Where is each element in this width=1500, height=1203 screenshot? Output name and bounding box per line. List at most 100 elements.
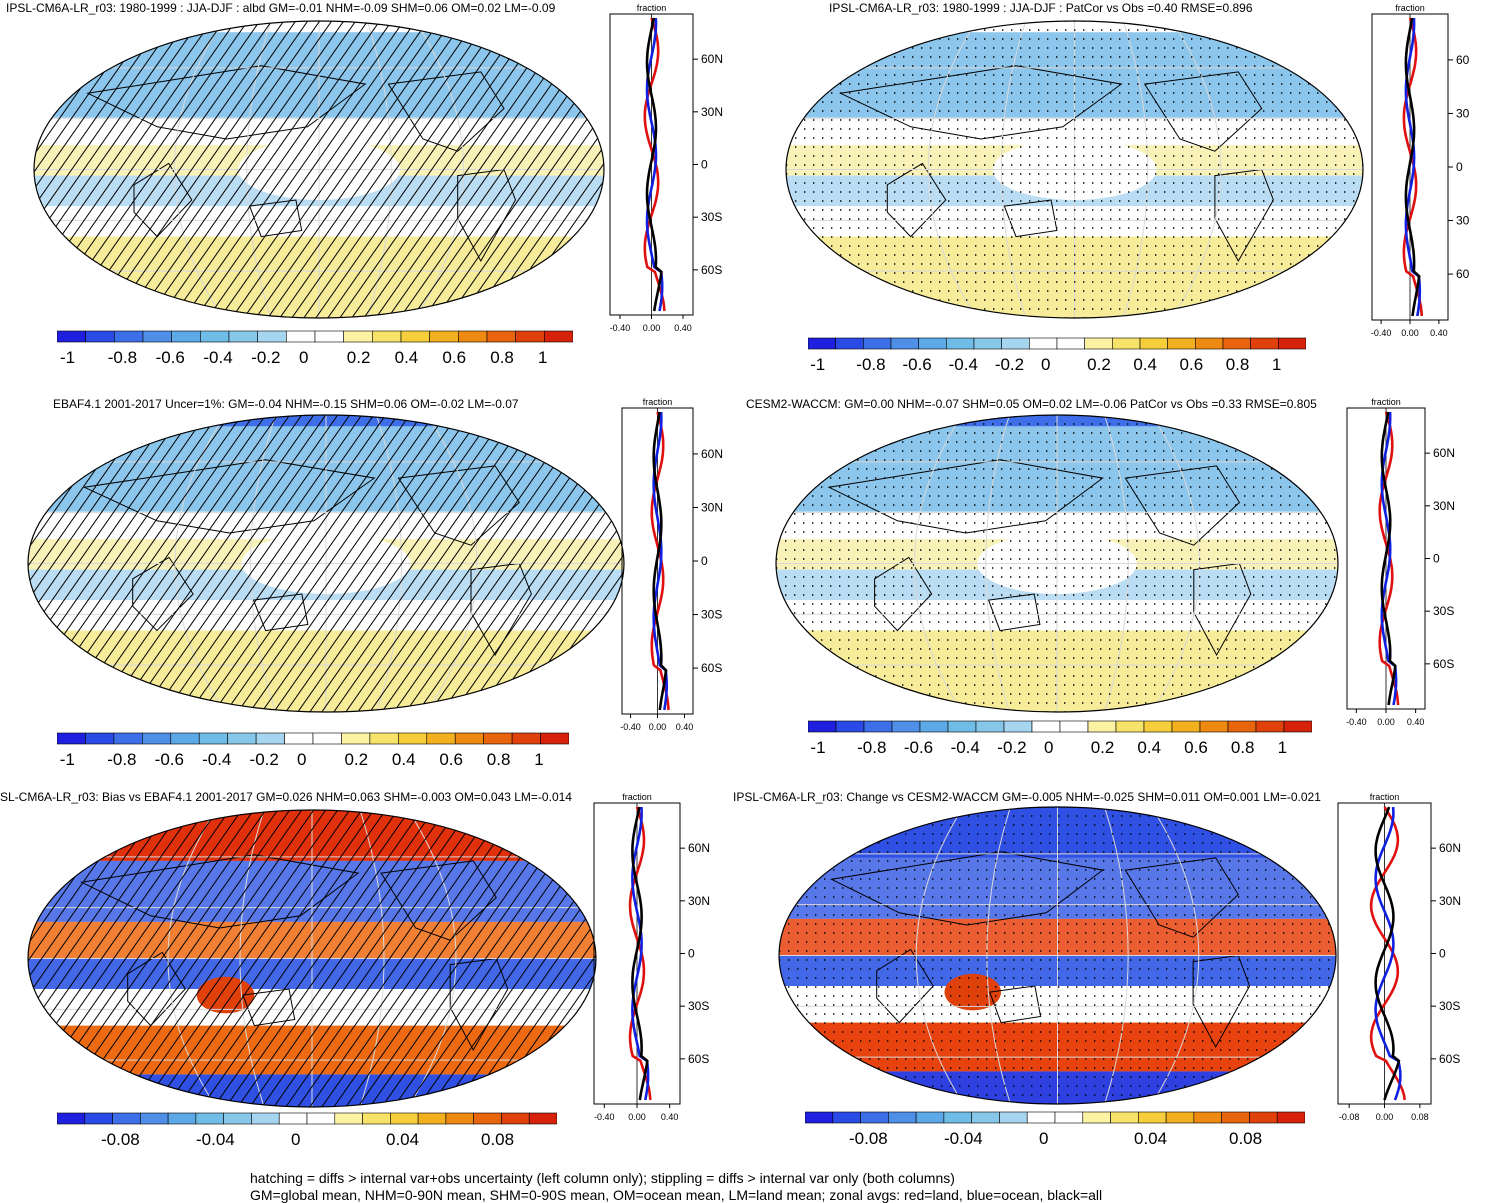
colorbar-swatch: [835, 720, 865, 733]
zonal-mean-plot: fraction 60N 30N 0 30S 60S -0.08 0.00 0.08: [1328, 789, 1483, 1134]
zonal-xtick-label: -0.40: [610, 323, 631, 333]
colorbar-swatch: [57, 732, 86, 745]
colorbar-tick-label: 0: [1041, 355, 1051, 374]
colorbar-tick-label: -0.04: [944, 1129, 983, 1148]
zonal-ytick-label: 30S: [701, 210, 722, 224]
colorbar-swatch: [362, 1112, 391, 1125]
zonal-ytick-label: 30: [1456, 214, 1470, 228]
colorbar-swatch: [863, 720, 893, 733]
colorbar-swatch: [341, 732, 371, 745]
colorbar-swatch: [454, 732, 484, 745]
colorbar-swatch: [1029, 337, 1058, 350]
zonal-ytick-label: 60N: [701, 52, 723, 66]
colorbar-swatch: [257, 330, 287, 343]
colorbar-tick-label: -0.2: [997, 738, 1027, 757]
colorbar-tick-label: -0.6: [902, 355, 932, 374]
panel-title: SL-CM6A-LR_r03: Bias vs EBAF4.1 2001-201…: [0, 790, 572, 804]
colorbar-swatch: [528, 1112, 557, 1125]
colorbar-swatch: [891, 720, 921, 733]
colorbar-swatch: [390, 1112, 419, 1125]
colorbar-swatch: [112, 1112, 141, 1125]
colorbar-swatch: [943, 1111, 972, 1124]
colorbar-tick-label: -1: [810, 738, 826, 757]
colorbar-swatch: [1056, 337, 1085, 350]
zonal-ytick-label: 30N: [1433, 499, 1455, 513]
zonal-ytick-label: 60: [1456, 53, 1470, 67]
colorbar-swatch: [57, 1112, 86, 1125]
colorbar-tick-label: -0.04: [196, 1130, 235, 1149]
colorbar-swatch: [1278, 337, 1306, 350]
footnote-line-1: hatching = diffs > internal var+obs unce…: [250, 1170, 955, 1186]
colorbar-swatch: [919, 720, 949, 733]
zonal-xtick-label: 0.00: [1376, 1112, 1394, 1122]
colorbar-swatch: [198, 732, 228, 745]
zonal-xtick-label: -0.40: [1346, 717, 1367, 727]
colorbar-swatch: [140, 1112, 169, 1125]
colorbar-tick-label: 0.4: [394, 348, 419, 367]
colorbar: -0.08 -0.04 0 0.04 0.08: [805, 1111, 1305, 1151]
colorbar-swatch: [458, 330, 488, 343]
colorbar-swatch: [278, 1112, 308, 1125]
zonal-ytick-label: 30S: [1439, 999, 1460, 1013]
colorbar-swatch: [417, 1112, 447, 1125]
colorbar-swatch: [1276, 1111, 1305, 1124]
zonal-curve-ocean: [1380, 411, 1398, 706]
zonal-ytick-label: 30S: [688, 999, 709, 1013]
zonal-mean-plot: fraction 60N 30N 0 30S 60S -0.40 0.00 0.40: [584, 789, 732, 1134]
colorbar-tick-label: -0.8: [107, 750, 137, 769]
colorbar-swatch: [483, 732, 513, 745]
colorbar-swatch: [805, 1111, 834, 1124]
colorbar-swatch: [1001, 337, 1030, 350]
colorbar: -1 -0.8 -0.6 -0.4 -0.2 0 0.2 0.4 0.6 0.8 1: [57, 330, 573, 370]
colorbar-swatch: [918, 337, 947, 350]
zonal-curve-ocean: [645, 17, 664, 312]
map-plot: [775, 803, 1340, 1108]
colorbar-swatch: [1167, 337, 1196, 350]
colorbar-swatch: [1087, 720, 1117, 733]
colorbar-tick-label: 0: [1039, 1129, 1049, 1148]
zonal-ytick-label: 0: [1456, 160, 1463, 174]
zonal-curve-all: [645, 17, 663, 312]
zonal-ytick-label: 60S: [701, 661, 722, 675]
colorbar-swatch: [999, 1111, 1028, 1124]
colorbar-swatch: [1139, 337, 1168, 350]
colorbar-tick-label: 1: [1271, 355, 1282, 374]
colorbar-tick-label: -0.08: [101, 1130, 140, 1149]
colorbar-swatch: [1031, 720, 1061, 733]
colorbar-swatch: [400, 330, 430, 343]
zonal-mean-plot: fraction 60 30 0 30 60 -0.40 0.00 0.40: [1362, 0, 1500, 350]
zonal-ytick-label: 30N: [701, 105, 723, 119]
colorbar-swatch: [1283, 720, 1312, 733]
colorbar-swatch: [1171, 720, 1201, 733]
colorbar-tick-label: -0.6: [155, 348, 185, 367]
zonal-xtick-label: 0.00: [1401, 328, 1419, 338]
zonal-xtick-label: 0.00: [628, 1112, 646, 1122]
colorbar-swatch: [511, 732, 541, 745]
colorbar-tick-label: 0.08: [1229, 1129, 1263, 1148]
colorbar-swatch: [973, 337, 1002, 350]
colorbar-tick-label: 1: [534, 750, 544, 769]
zonal-ytick-label: 30N: [688, 894, 710, 908]
zonal-ytick-label: 60S: [701, 263, 722, 277]
zonal-mean-plot: fraction 60N 30N 0 30S 60S -0.40 0.00 0.40: [600, 0, 745, 345]
zonal-ytick-label: 30S: [1433, 604, 1454, 618]
zonal-xtick-label: -0.40: [594, 1112, 615, 1122]
zonal-axis-label: fraction: [643, 397, 673, 407]
colorbar-swatch: [170, 732, 200, 745]
colorbar-swatch: [947, 720, 977, 733]
colorbar-swatch: [1165, 1111, 1195, 1124]
colorbar-tick-label: -1: [810, 355, 826, 374]
colorbar-tick-label: 0.8: [486, 750, 511, 769]
zonal-ytick-label: 60: [1456, 267, 1470, 281]
colorbar-tick-label: 0.2: [1087, 355, 1111, 374]
colorbar-tick-label: -0.8: [107, 348, 138, 367]
zonal-ytick-label: 60S: [1433, 657, 1454, 671]
colorbar-swatch: [1227, 720, 1257, 733]
colorbar-tick-label: -1: [59, 348, 76, 367]
zonal-xtick-label: -0.08: [1339, 1112, 1360, 1122]
colorbar-swatch: [57, 330, 86, 343]
colorbar-swatch: [915, 1111, 945, 1124]
colorbar-swatch: [429, 330, 459, 343]
colorbar-tick-label: 0.04: [386, 1130, 420, 1149]
zonal-xtick-label: 0.00: [643, 323, 661, 333]
